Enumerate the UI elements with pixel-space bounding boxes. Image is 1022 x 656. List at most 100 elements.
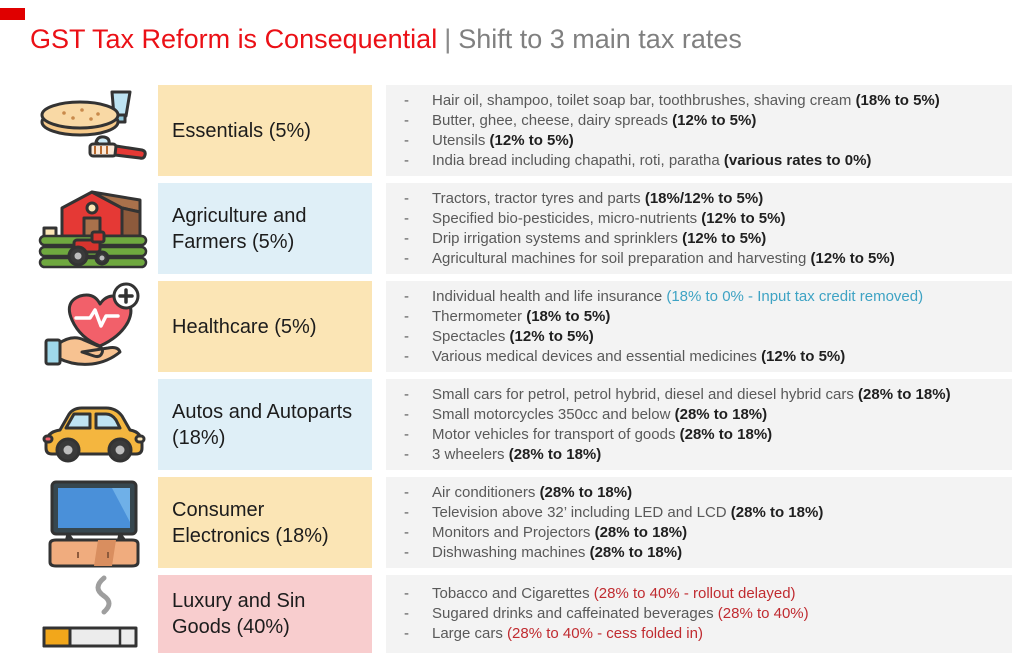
item-rate-note: (28% to 18%)	[539, 483, 633, 501]
item-rate-note: (28% to 40% - rollout delayed)	[593, 585, 796, 602]
bullet-dash: -	[404, 287, 409, 305]
category-rows: Essentials (5%) - Hair oil, shampoo, toile…	[30, 85, 1012, 653]
category-label-box: Consumer Electronics (18%)	[158, 477, 372, 568]
item-rate-note: (12% to 5%)	[761, 347, 846, 365]
item-text-wrap: 3 wheelers (28% to 18%)	[432, 445, 601, 465]
item-text: Monitors and Projectors	[432, 523, 595, 541]
category-label: Healthcare (5%)	[172, 315, 317, 338]
item-rate-note: (18% to 5%)	[855, 91, 940, 109]
category-label: Consumer Electronics (18%)	[172, 498, 329, 547]
item-text-wrap: Large cars (28% to 40% - cess folded in)	[432, 624, 703, 644]
item-rate-note: (18%/12% to 5%)	[644, 189, 764, 207]
list-item: - 3 wheelers (28% to 18%)	[398, 445, 1004, 465]
item-text: Agricultural machines for soil preparati…	[432, 249, 811, 267]
tv-icon	[30, 477, 158, 568]
item-text: India bread including chapathi, roti, pa…	[432, 151, 724, 169]
car-icon	[30, 379, 158, 470]
category-detail-box: - Air conditioners (28% to 18%) - Televisio…	[386, 477, 1012, 568]
list-item: - India bread including chapathi, roti, p…	[398, 151, 1004, 171]
item-text: Thermometer	[432, 307, 527, 325]
title-separator: |	[444, 24, 452, 54]
item-text: Drip irrigation systems and sprinklers	[432, 229, 683, 247]
bullet-dash: -	[404, 229, 409, 247]
category-label: Autos and Autoparts (18%)	[172, 400, 353, 449]
item-text-wrap: Drip irrigation systems and sprinklers (…	[432, 229, 766, 249]
item-text: Dishwashing machines	[432, 543, 590, 561]
item-rate-note: (28% to 40% - cess folded in)	[507, 625, 703, 642]
bullet-dash: -	[404, 111, 409, 129]
item-rate-note: (28% to 18%)	[679, 425, 773, 443]
category-row: Luxury and Sin Goods (40%) - Tobacco and C…	[30, 575, 1012, 653]
item-rate-note: (28% to 18%)	[730, 503, 824, 521]
item-text: Sugared drinks and caffeinated beverages	[432, 605, 718, 622]
item-text-wrap: Utensils (12% to 5%)	[432, 131, 574, 151]
bullet-dash: -	[404, 209, 409, 227]
item-rate-note: (12% to 5%)	[672, 111, 757, 129]
category-detail-box: - Tobacco and Cigarettes (28% to 40% - ro…	[386, 575, 1012, 653]
healthcare-icon	[30, 281, 158, 372]
category-detail-box: - Hair oil, shampoo, toilet soap bar, too…	[386, 85, 1012, 176]
list-item: - Dishwashing machines (28% to 18%)	[398, 543, 1004, 563]
list-item: - Spectacles (12% to 5%)	[398, 327, 1004, 347]
bullet-dash: -	[404, 585, 409, 602]
item-rate-note: (18% to 0% - Input tax credit removed)	[666, 287, 924, 305]
item-text-wrap: Television above 32’ including LED and L…	[432, 503, 823, 523]
category-row: Essentials (5%) - Hair oil, shampoo, toile…	[30, 85, 1012, 176]
title-secondary: Shift to 3 main tax rates	[458, 24, 742, 54]
item-text: Various medical devices and essential me…	[432, 347, 762, 365]
item-text-wrap: Motor vehicles for transport of goods (2…	[432, 425, 772, 445]
bullet-dash: -	[404, 189, 409, 207]
item-text: Television above 32’ including LED and L…	[432, 503, 731, 521]
item-text-wrap: Specified bio-pesticides, micro-nutrient…	[432, 209, 785, 229]
item-text: Tractors, tractor tyres and parts	[432, 189, 645, 207]
item-text: Large cars	[432, 625, 508, 642]
item-text-wrap: Spectacles (12% to 5%)	[432, 327, 594, 347]
bullet-dash: -	[404, 347, 409, 365]
list-item: - Small cars for petrol, petrol hybrid, d…	[398, 385, 1004, 405]
item-text: Small cars for petrol, petrol hybrid, di…	[432, 385, 859, 403]
bullet-dash: -	[404, 625, 409, 642]
item-text: Motor vehicles for transport of goods	[432, 425, 680, 443]
accent-bar	[0, 8, 25, 20]
item-text-wrap: Sugared drinks and caffeinated beverages…	[432, 604, 809, 624]
category-label-box: Essentials (5%)	[158, 85, 372, 176]
bread-toothbrush-icon	[30, 85, 158, 176]
category-detail-box: - Tractors, tractor tyres and parts (18%/…	[386, 183, 1012, 274]
category-row: Healthcare (5%) - Individual health and li…	[30, 281, 1012, 372]
list-item: - Monitors and Projectors (28% to 18%)	[398, 523, 1004, 543]
item-text: Specified bio-pesticides, micro-nutrient…	[432, 209, 702, 227]
item-rate-note: (12% to 5%)	[810, 249, 895, 267]
list-item: - Agricultural machines for soil preparat…	[398, 249, 1004, 269]
list-item: - Motor vehicles for transport of goods (…	[398, 425, 1004, 445]
bullet-dash: -	[404, 151, 409, 169]
item-rate-note: (12% to 5%)	[509, 327, 594, 345]
list-item: - Hair oil, shampoo, toilet soap bar, too…	[398, 91, 1004, 111]
item-text-wrap: Small motorcycles 350cc and below (28% t…	[432, 405, 767, 425]
category-label: Luxury and Sin Goods (40%)	[172, 590, 306, 638]
bullet-dash: -	[404, 405, 409, 423]
category-row: Agriculture and Farmers (5%) - Tractors, t…	[30, 183, 1012, 274]
item-rate-note: (various rates to 0%)	[723, 151, 872, 169]
item-text: Spectacles	[432, 327, 510, 345]
cigarette-icon	[30, 575, 158, 653]
bullet-dash: -	[404, 483, 409, 501]
item-text-wrap: Individual health and life insurance (18…	[432, 287, 923, 307]
list-item: - Air conditioners (28% to 18%)	[398, 483, 1004, 503]
item-text: Air conditioners	[432, 483, 540, 501]
item-text-wrap: Hair oil, shampoo, toilet soap bar, toot…	[432, 91, 940, 111]
list-item: - Various medical devices and essential m…	[398, 347, 1004, 367]
bullet-dash: -	[404, 91, 409, 109]
list-item: - Butter, ghee, cheese, dairy spreads (12…	[398, 111, 1004, 131]
bullet-dash: -	[404, 327, 409, 345]
list-item: - Tractors, tractor tyres and parts (18%/…	[398, 189, 1004, 209]
item-text-wrap: Butter, ghee, cheese, dairy spreads (12%…	[432, 111, 756, 131]
item-text-wrap: Dishwashing machines (28% to 18%)	[432, 543, 682, 563]
item-rate-note: (12% to 5%)	[682, 229, 767, 247]
list-item: - Large cars (28% to 40% - cess folded in…	[398, 624, 1004, 644]
item-text: Butter, ghee, cheese, dairy spreads	[432, 111, 673, 129]
category-label-box: Autos and Autoparts (18%)	[158, 379, 372, 470]
bullet-dash: -	[404, 523, 409, 541]
list-item: - Specified bio-pesticides, micro-nutrien…	[398, 209, 1004, 229]
list-item: - Utensils (12% to 5%)	[398, 131, 1004, 151]
bullet-dash: -	[404, 445, 409, 463]
